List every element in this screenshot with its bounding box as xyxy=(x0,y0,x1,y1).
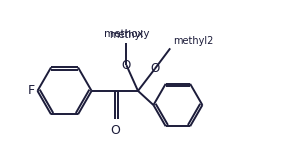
Text: F: F xyxy=(27,84,34,97)
Text: O: O xyxy=(150,63,159,76)
Text: methyl: methyl xyxy=(109,30,143,40)
Text: methoxy: methoxy xyxy=(104,29,149,39)
Text: methyl2: methyl2 xyxy=(173,36,213,46)
Text: O: O xyxy=(122,59,131,72)
Text: O: O xyxy=(110,124,120,137)
